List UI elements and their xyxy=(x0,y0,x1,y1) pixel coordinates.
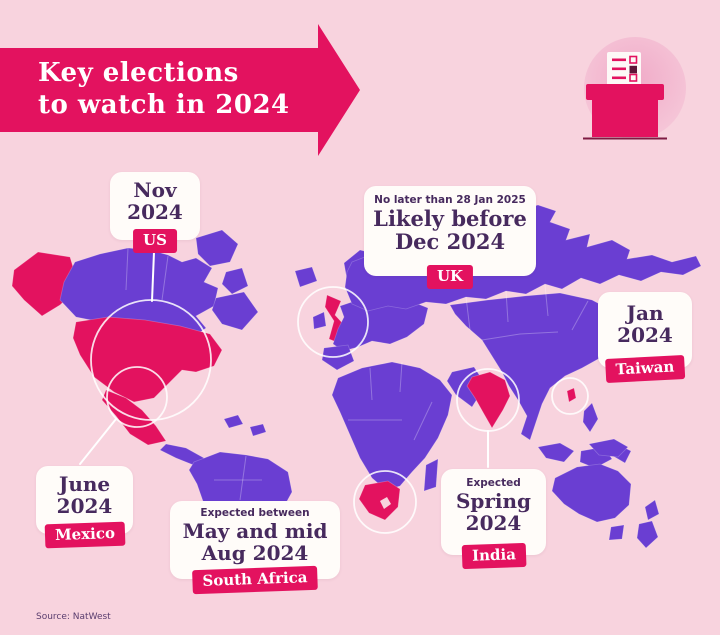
focus-rings xyxy=(90,286,589,534)
uk-note: No later than 28 Jan 2025 xyxy=(374,194,526,206)
ballot-box-icon xyxy=(583,37,686,140)
south-africa-date-line-1: May and mid xyxy=(182,519,328,544)
india-country-badge: India xyxy=(461,542,526,570)
us-date-line-2: 2024 xyxy=(127,200,183,224)
mexico-date-line-2: 2024 xyxy=(56,494,113,518)
taiwan-date-line-1: Jan xyxy=(626,301,664,325)
map-greenland xyxy=(195,229,239,267)
map-ireland xyxy=(312,311,327,330)
map-africa xyxy=(331,361,453,491)
us-country-badge: US xyxy=(133,229,177,253)
uk-date-line-2: Dec 2024 xyxy=(394,229,506,255)
callout-taiwan: Jan 2024 Taiwan xyxy=(598,292,692,384)
taiwan-date-line-2: 2024 xyxy=(617,323,673,347)
source-credit: Source: NatWest xyxy=(36,612,111,622)
map-australia xyxy=(551,463,632,523)
callout-south-africa: Expected between May and mid Aug 2024 So… xyxy=(170,501,340,595)
banner-arrow xyxy=(0,24,360,156)
map-new-guinea xyxy=(588,438,629,458)
map-philippines xyxy=(582,402,599,433)
map-south-africa xyxy=(358,480,401,521)
title-line-2: to watch in 2024 xyxy=(38,90,290,121)
page-title: Key elections to watch in 2024 xyxy=(38,57,290,121)
title-line-1: Key elections xyxy=(38,58,239,88)
india-date-line-2: 2024 xyxy=(465,511,522,536)
map-madagascar xyxy=(423,458,439,492)
india-date-line-1: Spring xyxy=(455,489,532,514)
map-us xyxy=(72,316,223,403)
ring-taiwan xyxy=(551,377,589,415)
ring-mexico xyxy=(106,366,168,428)
map-iceland xyxy=(294,266,318,288)
us-date-line-1: Nov xyxy=(133,178,177,202)
callout-uk: No later than 28 Jan 2025 Likely before … xyxy=(364,186,536,289)
callout-mexico: June 2024 Mexico xyxy=(36,466,133,549)
ring-south-africa xyxy=(353,470,417,534)
map-borders xyxy=(125,247,589,513)
mexico-country-badge: Mexico xyxy=(44,521,125,549)
map-india xyxy=(466,371,511,429)
callout-us: Nov 2024 US xyxy=(110,172,200,253)
uk-date-line-1: Likely before xyxy=(373,206,527,232)
ring-uk xyxy=(297,286,369,358)
map-taiwan xyxy=(566,387,577,403)
ring-us xyxy=(90,299,212,421)
callout-india: Expected Spring 2024 India xyxy=(441,469,546,570)
map-new-zealand xyxy=(644,499,660,521)
south-africa-date-line-2: Aug 2024 xyxy=(201,541,309,566)
map-indonesia xyxy=(537,442,575,463)
map-asia xyxy=(449,292,629,441)
taiwan-country-badge: Taiwan xyxy=(605,354,685,384)
mexico-date-line-1: June xyxy=(58,472,111,496)
connectors xyxy=(79,251,489,468)
uk-country-badge: UK xyxy=(426,265,474,289)
south-africa-note: Expected between xyxy=(200,507,310,519)
india-note: Expected xyxy=(466,477,521,489)
south-africa-country-badge: South Africa xyxy=(192,565,318,595)
